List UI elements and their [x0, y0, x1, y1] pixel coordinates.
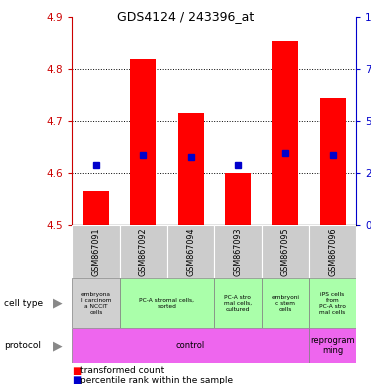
Text: ■: ■ — [72, 366, 82, 376]
Bar — [262, 225, 309, 278]
Text: GDS4124 / 243396_at: GDS4124 / 243396_at — [117, 10, 254, 23]
Text: ■: ■ — [72, 375, 82, 384]
Bar — [272, 41, 298, 225]
Bar — [262, 278, 309, 328]
Bar — [214, 278, 262, 328]
Bar — [309, 225, 356, 278]
Text: PC-A stro
mal cells,
cultured: PC-A stro mal cells, cultured — [224, 295, 252, 312]
Text: GSM867093: GSM867093 — [233, 227, 242, 276]
Text: GSM867092: GSM867092 — [139, 227, 148, 276]
Text: PC-A stromal cells,
sorted: PC-A stromal cells, sorted — [139, 298, 194, 309]
Text: GSM867095: GSM867095 — [281, 227, 290, 276]
Bar — [167, 225, 214, 278]
Bar — [119, 225, 167, 278]
Text: ▶: ▶ — [53, 297, 62, 310]
Text: protocol: protocol — [4, 341, 41, 350]
Text: transformed count: transformed count — [80, 366, 164, 376]
Text: GSM867094: GSM867094 — [186, 227, 195, 276]
Text: embryona
l carcinom
a NCCIT
cells: embryona l carcinom a NCCIT cells — [81, 292, 111, 314]
Text: embryoni
c stem
cells: embryoni c stem cells — [271, 295, 299, 312]
Text: cell type: cell type — [4, 299, 43, 308]
Bar — [119, 278, 214, 328]
Text: GSM867096: GSM867096 — [328, 227, 337, 276]
Bar — [83, 191, 109, 225]
Bar — [309, 278, 356, 328]
Text: percentile rank within the sample: percentile rank within the sample — [80, 376, 233, 384]
Text: reprogram
ming: reprogram ming — [310, 336, 355, 355]
Bar — [225, 173, 251, 225]
Bar — [309, 328, 356, 363]
Bar — [72, 278, 119, 328]
Text: iPS cells
from
PC-A stro
mal cells: iPS cells from PC-A stro mal cells — [319, 292, 346, 314]
Bar — [130, 59, 156, 225]
Bar — [319, 98, 345, 225]
Text: ▶: ▶ — [53, 339, 62, 352]
Text: control: control — [176, 341, 205, 350]
Bar — [72, 225, 119, 278]
Bar — [178, 113, 204, 225]
Text: GSM867091: GSM867091 — [92, 227, 101, 276]
Bar — [214, 225, 262, 278]
Bar — [72, 328, 309, 363]
